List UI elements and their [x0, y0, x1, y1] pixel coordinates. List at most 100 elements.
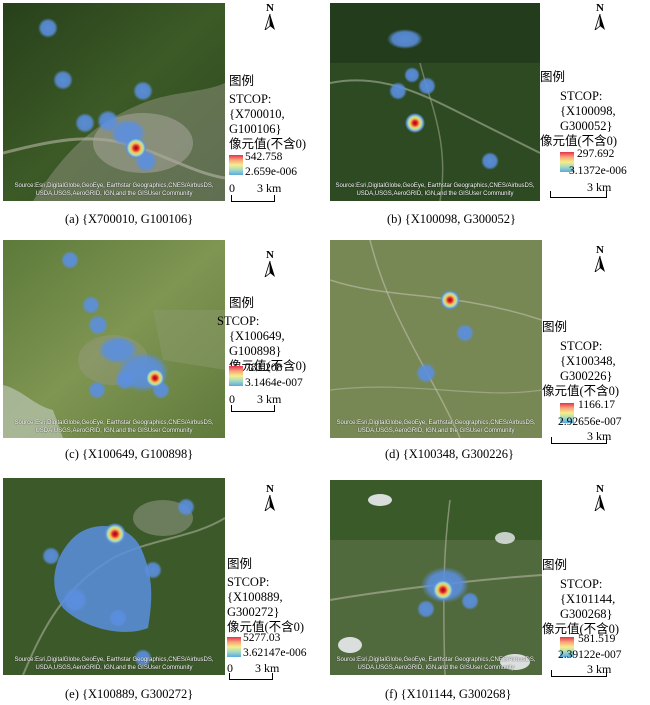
panel-d: Source:Esri,DigitalGlobe,GeoEye, Earthst…	[325, 237, 650, 467]
legend-a: 图例 STCOP: {X700010, G100106} 像元值(不含0)	[229, 74, 306, 152]
stcop-code-1: {X100889,	[227, 590, 283, 604]
north-arrow-icon: N	[593, 244, 607, 274]
color-ramp	[229, 155, 243, 175]
panel-f: Source:Esri,DigitalGlobe,GeoEye, Earthst…	[325, 469, 650, 705]
source-attribution: Source:Esri,DigitalGlobe,GeoEye, Earthst…	[14, 420, 214, 434]
stcop-code-1: {X100649,	[229, 329, 285, 343]
legend-d: 图例 STCOP: {X100348, G300226} 像元值(不含0)	[542, 320, 619, 399]
pixel-value-label: 像元值(不含0)	[227, 620, 305, 634]
ramp-max: 1166.17	[578, 399, 615, 411]
map-f: Source:Esri,DigitalGlobe,GeoEye, Earthst…	[330, 480, 542, 675]
pixel-value-label: 像元值(不含0)	[542, 384, 620, 398]
satellite-map-e	[3, 478, 225, 675]
ramp-min: 3.1372e-006	[569, 165, 627, 177]
ramp-min: 2.659e-006	[245, 166, 298, 178]
ramp-max: 5277.03	[243, 632, 281, 644]
panel-b: Source:Esri,DigitalGlobe,GeoEye, Earthst…	[325, 0, 650, 235]
pixel-value-label: 像元值(不含0)	[229, 137, 307, 151]
density-spot	[404, 67, 420, 83]
density-spot	[115, 370, 135, 390]
stcop-code-2: G100106}	[229, 122, 282, 136]
scale-three-km: 3 km	[257, 392, 282, 406]
ramp-max: 783.208	[245, 362, 283, 374]
density-spot	[177, 498, 195, 516]
stcop-label: STCOP:	[560, 89, 603, 103]
hotspot	[145, 368, 165, 388]
scale-zero: 0	[227, 661, 233, 675]
ramp-max: 542.758	[245, 151, 283, 163]
density-spot	[416, 363, 436, 383]
density-spot	[63, 588, 87, 612]
scale-three-km: 3 km	[257, 181, 282, 195]
north-arrow-icon: N	[263, 249, 277, 279]
ramp-min: 3.1464e-007	[245, 377, 303, 389]
stcop-code-1: {X100348,	[560, 354, 616, 368]
panel-c: Source:Esri,DigitalGlobe,GeoEye, Earthst…	[0, 237, 325, 467]
scale-three-km: 3 km	[587, 429, 612, 443]
stcop-code-1: {X700010,	[229, 107, 285, 121]
legend-title: 图例	[227, 557, 253, 571]
stcop-label: STCOP:	[560, 339, 603, 353]
density-spot	[133, 81, 153, 101]
color-ramp	[560, 637, 574, 657]
legend-title: 图例	[542, 320, 568, 334]
legend-b: 图例 STCOP: {X100098, G300052} 像元值(不含0)	[540, 70, 617, 149]
color-ramp	[560, 403, 574, 423]
density-spot	[75, 113, 95, 133]
pixel-value-label: 像元值(不含0)	[229, 359, 307, 373]
caption-e: (e) {X100889, G300272}	[65, 687, 194, 701]
satellite-map-c	[3, 240, 225, 438]
hotspot	[432, 579, 454, 601]
source-attribution: Source:Esri,DigitalGlobe,GeoEye, Earthst…	[14, 657, 214, 671]
legend-c: 图例 STCOP: {X100649, G100898} 像元值(不含0)	[217, 296, 307, 374]
density-spot	[82, 296, 100, 314]
caption-b: (b) {X100098, G300052}	[387, 212, 517, 226]
legend-title: 图例	[540, 70, 566, 84]
pixel-value-label: 像元值(不含0)	[542, 622, 620, 636]
north-arrow-icon: N	[263, 2, 277, 32]
density-spot	[387, 29, 423, 49]
stcop-code-2: G300272}	[227, 605, 280, 619]
stcop-code-2: G300268}	[560, 607, 613, 621]
map-e: Source:Esri,DigitalGlobe,GeoEye, Earthst…	[3, 478, 225, 675]
stcop-label: STCOP:	[229, 92, 272, 106]
stcop-code-2: G300226}	[560, 369, 613, 383]
hotspot	[104, 523, 126, 545]
source-attribution: Source:Esri,DigitalGlobe,GeoEye, Earthst…	[336, 657, 536, 671]
scale-bar	[550, 191, 607, 198]
density-spot	[456, 324, 474, 342]
legend-title: 图例	[542, 558, 568, 572]
legend-title: 图例	[229, 74, 255, 88]
caption-a: (a) {X700010, G100106}	[65, 212, 194, 226]
map-c: Source:Esri,DigitalGlobe,GeoEye, Earthst…	[3, 240, 225, 438]
satellite-map-f	[330, 480, 542, 675]
density-spot	[389, 82, 407, 100]
density-spot	[88, 381, 106, 399]
hotspot	[125, 137, 147, 159]
color-ramp	[560, 152, 574, 172]
density-spot	[481, 152, 499, 170]
density-spot	[53, 70, 73, 90]
map-a: Source:Esri,DigitalGlobe,GeoEye, Earthst…	[3, 3, 225, 201]
color-ramp	[227, 637, 241, 657]
scale-bar	[551, 437, 607, 444]
legend-title: 图例	[229, 296, 255, 310]
satellite-map-a	[3, 3, 225, 201]
scale-bar	[231, 195, 275, 202]
density-spot	[38, 18, 58, 38]
source-attribution: Source:Esri,DigitalGlobe,GeoEye, Earthst…	[335, 183, 535, 197]
color-ramp	[229, 366, 243, 386]
map-d: Source:Esri,DigitalGlobe,GeoEye, Earthst…	[330, 240, 542, 438]
scale-bar	[231, 405, 275, 412]
density-spot	[61, 251, 79, 269]
ramp-max: 581.519	[578, 633, 616, 645]
satellite-map-d	[330, 240, 542, 438]
north-arrow-icon: N	[593, 2, 607, 32]
stcop-label: STCOP:	[217, 314, 260, 328]
stcop-label: STCOP:	[560, 577, 603, 591]
hotspot	[405, 113, 425, 133]
density-spot	[461, 592, 479, 610]
north-arrow-icon: N	[263, 483, 277, 513]
ramp-max: 297.692	[577, 148, 615, 160]
density-spot	[417, 600, 435, 618]
